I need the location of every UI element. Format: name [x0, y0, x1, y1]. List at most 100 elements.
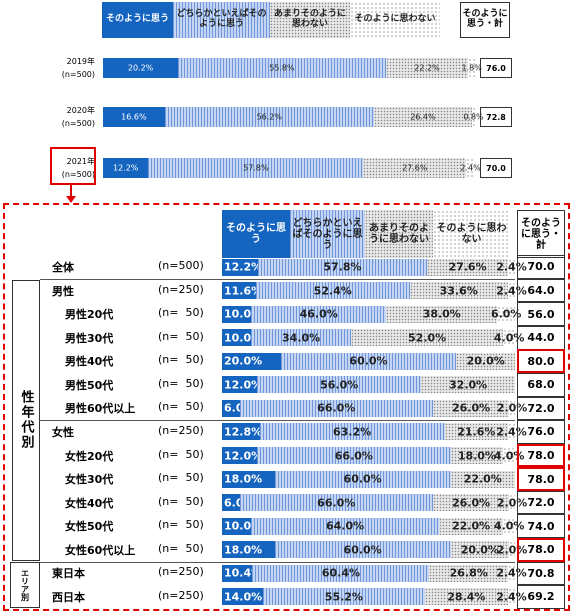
bar-segment: [164, 107, 374, 127]
bar-segment: [178, 58, 386, 78]
bar-segment: [222, 541, 275, 559]
highlight-box: [50, 147, 96, 185]
bar-segment: [444, 423, 508, 441]
sample-label: (n=500): [61, 119, 95, 128]
row-label: 女性20代: [65, 449, 114, 463]
total-cell: 76.0: [517, 420, 565, 444]
value-label: 12.8%: [224, 425, 263, 439]
bar-segment: [222, 305, 252, 323]
bar-segment: [257, 258, 428, 276]
sample-label: (n= 50): [158, 494, 204, 508]
value-label: 33.6%: [439, 284, 478, 298]
value-label: 22.0%: [451, 519, 491, 533]
group-label: 性年代別: [12, 279, 40, 561]
bar-segment: [251, 517, 439, 535]
bar-segment: [386, 305, 498, 323]
legend-item: そのように思う: [222, 210, 290, 258]
bar-segment: [222, 399, 240, 417]
bar-segment: [280, 352, 457, 370]
row-label: 女性: [52, 425, 74, 439]
row-label: 男性30代: [65, 331, 114, 345]
total-cell: 72.0: [517, 490, 565, 515]
bar-segment: [222, 423, 260, 441]
value-label: 26.8%: [449, 566, 488, 580]
total-cell: 72.0: [517, 396, 565, 421]
bar-segment: [466, 158, 475, 178]
value-label: 2.4%: [496, 566, 527, 580]
sample-label: (n=500): [61, 70, 95, 79]
bar-segment: [263, 588, 425, 606]
row-label: 女性60代以上: [65, 543, 136, 557]
value-label: 4.0%: [493, 519, 525, 533]
value-label: 27.6%: [448, 260, 487, 274]
value-label: 14.0%: [224, 590, 263, 604]
legend-item: どちらかといえばそのように思う: [173, 2, 270, 38]
bar-segment: [450, 470, 515, 488]
value-label: 52.4%: [313, 284, 352, 298]
total-cell: 70.8: [517, 561, 565, 586]
sample-label: (n= 50): [158, 541, 204, 555]
value-label: 38.0%: [422, 307, 461, 321]
value-label: 2.4%: [496, 425, 527, 439]
bar-segment: [148, 158, 364, 178]
bar-segment: [222, 494, 240, 512]
sample-label: (n= 50): [158, 447, 204, 461]
bar-segment: [222, 352, 281, 370]
sample-label: (n= 50): [158, 518, 204, 532]
bar-segment: [222, 329, 252, 347]
arrow-head: [66, 196, 76, 203]
value-label: 26.0%: [451, 496, 491, 510]
bar-segment: [373, 107, 473, 127]
value-label: 2.4%: [496, 260, 527, 274]
total-cell: 44.0: [517, 325, 565, 350]
value-label: 1.8%: [461, 63, 482, 73]
bar-segment: [497, 305, 515, 323]
bar-segment: [507, 423, 515, 441]
value-label: 22.2%: [414, 63, 440, 73]
value-label: 0.8%: [463, 112, 484, 122]
sample-label: (n=500): [61, 170, 95, 179]
bar-segment: [103, 107, 165, 127]
bar-segment: [385, 58, 469, 78]
value-label: 12.0%: [224, 449, 263, 463]
value-label: 52.0%: [408, 331, 447, 345]
bar-segment: [222, 447, 258, 465]
bar-segment: [427, 258, 508, 276]
total-cell: 76.0: [480, 58, 512, 78]
bar-segment: [468, 58, 475, 78]
bar-segment: [472, 107, 475, 127]
value-label: 2.0%: [496, 543, 528, 557]
bar-segment: [509, 399, 515, 417]
value-label: 28.4%: [447, 590, 486, 604]
bar-segment: [432, 399, 510, 417]
value-label: 66.0%: [317, 496, 356, 510]
legend-item: あまりそのように思わない: [365, 210, 433, 258]
bar-segment: [259, 423, 445, 441]
value-label: 2.0%: [496, 496, 528, 510]
sample-label: (n= 50): [158, 353, 204, 367]
bar-segment: [222, 282, 256, 300]
value-label: 57.8%: [323, 260, 362, 274]
bar-segment: [509, 494, 515, 512]
bar-segment: [222, 588, 264, 606]
value-label: 32.0%: [449, 378, 488, 392]
total-cell: 69.2: [517, 585, 565, 609]
total-header: そのように思う・計: [460, 2, 510, 38]
value-label: 2.4%: [460, 163, 481, 173]
value-label: 22.0%: [463, 472, 502, 486]
sample-label: (n=250): [158, 588, 204, 602]
sample-label: (n= 50): [158, 400, 204, 414]
value-label: 60.0%: [343, 543, 382, 557]
total-cell: 78.0: [517, 443, 565, 468]
row-label: 女性40代: [65, 496, 114, 510]
total-cell: 70.0: [517, 255, 565, 279]
legend-item: そのように思わない: [433, 210, 510, 258]
value-label: 60.4%: [321, 566, 361, 580]
area-frame: [3, 203, 570, 611]
row-label: 東日本: [52, 567, 85, 581]
value-label: 6.0%: [490, 307, 522, 321]
bar-segment: [103, 158, 149, 178]
value-label: 2.4%: [496, 284, 527, 298]
bar-segment: [103, 58, 179, 78]
value-label: 66.0%: [317, 401, 356, 415]
